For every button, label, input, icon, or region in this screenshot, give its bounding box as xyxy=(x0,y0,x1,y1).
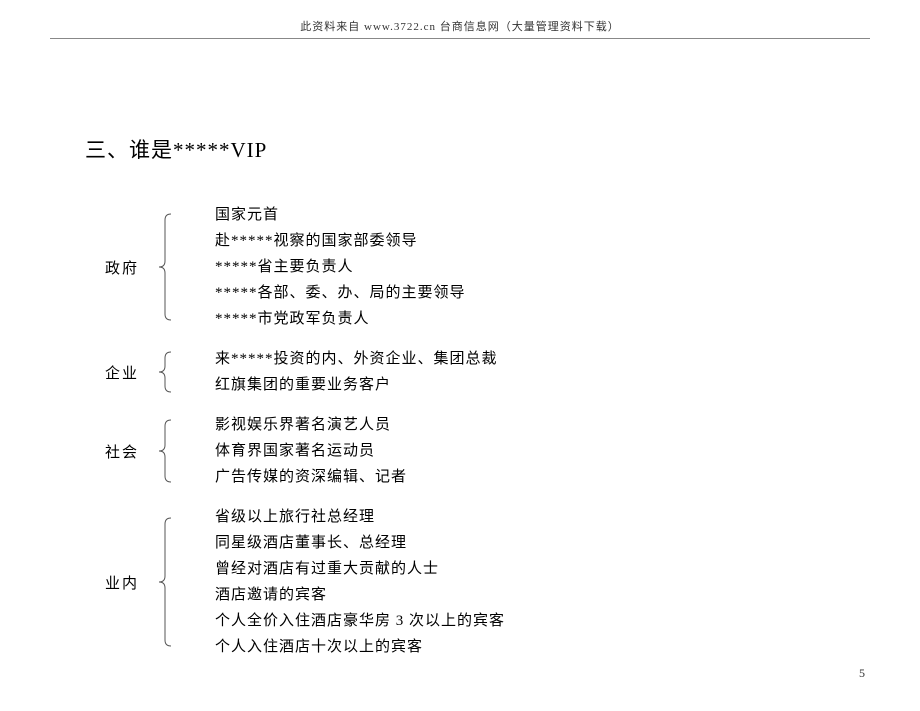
list-item: 省级以上旅行社总经理 xyxy=(185,506,505,528)
list-item: 来*****投资的内、外资企业、集团总裁 xyxy=(185,348,498,370)
list-item: 同星级酒店董事长、总经理 xyxy=(185,532,505,554)
page-header: 此资料来自 www.3722.cn 台商信息网（大量管理资料下载） xyxy=(0,0,920,34)
category-block: 业内 省级以上旅行社总经理同星级酒店董事长、总经理曾经对酒店有过重大贡献的人士酒店… xyxy=(85,506,920,658)
items-list: 国家元首赴*****视察的国家部委领导 *****省主要负责人 *****各部、委、… xyxy=(185,204,466,330)
brace-icon xyxy=(145,350,185,394)
category-block: 政府 国家元首赴*****视察的国家部委领导 *****省主要负责人 *****各部、… xyxy=(85,204,920,330)
list-item: 红旗集团的重要业务客户 xyxy=(185,374,498,396)
list-item: *****各部、委、办、局的主要领导 xyxy=(185,282,466,304)
categories-container: 政府 国家元首赴*****视察的国家部委领导 *****省主要负责人 *****各部、… xyxy=(85,204,920,658)
category-label: 政府 xyxy=(85,257,145,278)
category-label: 业内 xyxy=(85,572,145,593)
items-list: 影视娱乐界著名演艺人员体育界国家著名运动员广告传媒的资深编辑、记者 xyxy=(185,414,407,488)
list-item: 酒店邀请的宾客 xyxy=(185,584,505,606)
category-label: 企业 xyxy=(85,362,145,383)
list-item: 赴*****视察的国家部委领导 xyxy=(185,230,466,252)
section-title: 三、谁是*****VIP xyxy=(85,134,920,164)
items-list: 来*****投资的内、外资企业、集团总裁红旗集团的重要业务客户 xyxy=(185,348,498,396)
category-label: 社会 xyxy=(85,441,145,462)
list-item: 个人全价入住酒店豪华房 3 次以上的宾客 xyxy=(185,610,505,632)
content-area: 三、谁是*****VIP 政府 国家元首赴*****视察的国家部委领导 *****省… xyxy=(0,39,920,658)
list-item: 个人入住酒店十次以上的宾客 xyxy=(185,636,505,658)
list-item: 广告传媒的资深编辑、记者 xyxy=(185,466,407,488)
list-item: *****省主要负责人 xyxy=(185,256,466,278)
header-text: 此资料来自 www.3722.cn 台商信息网（大量管理资料下载） xyxy=(300,21,620,33)
items-list: 省级以上旅行社总经理同星级酒店董事长、总经理曾经对酒店有过重大贡献的人士酒店邀请… xyxy=(185,506,505,658)
brace-icon xyxy=(145,212,185,322)
list-item: 影视娱乐界著名演艺人员 xyxy=(185,414,407,436)
list-item: 国家元首 xyxy=(185,204,466,226)
category-block: 企业 来*****投资的内、外资企业、集团总裁红旗集团的重要业务客户 xyxy=(85,348,920,396)
list-item: *****市党政军负责人 xyxy=(185,308,466,330)
category-block: 社会 影视娱乐界著名演艺人员体育界国家著名运动员广告传媒的资深编辑、记者 xyxy=(85,414,920,488)
page-number: 5 xyxy=(859,666,865,681)
brace-icon xyxy=(145,516,185,648)
list-item: 曾经对酒店有过重大贡献的人士 xyxy=(185,558,505,580)
brace-icon xyxy=(145,418,185,484)
list-item: 体育界国家著名运动员 xyxy=(185,440,407,462)
